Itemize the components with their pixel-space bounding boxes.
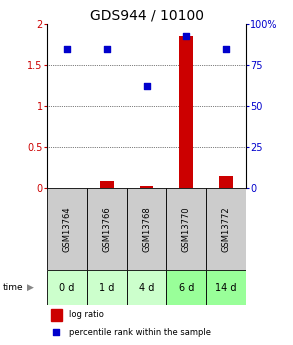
Text: log ratio: log ratio: [69, 310, 104, 319]
Bar: [219, 176, 233, 188]
Text: ▶: ▶: [27, 283, 34, 292]
Point: [54, 329, 59, 335]
Bar: [206, 270, 246, 305]
Bar: [47, 270, 87, 305]
Bar: [51, 309, 62, 321]
Text: 4 d: 4 d: [139, 283, 154, 293]
Text: GSM13768: GSM13768: [142, 206, 151, 252]
Bar: [166, 270, 206, 305]
Text: GSM13770: GSM13770: [182, 206, 191, 252]
Text: 6 d: 6 d: [179, 283, 194, 293]
Bar: [87, 188, 127, 270]
Text: 14 d: 14 d: [215, 283, 237, 293]
Point: [224, 46, 229, 51]
Bar: [127, 188, 166, 270]
Text: 0 d: 0 d: [59, 283, 74, 293]
Bar: [127, 270, 166, 305]
Point: [184, 33, 189, 38]
Text: percentile rank within the sample: percentile rank within the sample: [69, 328, 211, 337]
Bar: [87, 270, 127, 305]
Title: GDS944 / 10100: GDS944 / 10100: [89, 9, 204, 23]
Bar: [206, 188, 246, 270]
Text: GSM13772: GSM13772: [222, 206, 231, 252]
Bar: [139, 186, 154, 188]
Text: time: time: [3, 283, 23, 292]
Point: [104, 46, 109, 51]
Bar: [100, 181, 114, 188]
Bar: [166, 188, 206, 270]
Point: [64, 46, 69, 51]
Bar: [179, 37, 193, 188]
Bar: [47, 188, 87, 270]
Point: [144, 83, 149, 89]
Text: 1 d: 1 d: [99, 283, 114, 293]
Text: GSM13764: GSM13764: [62, 206, 71, 252]
Text: GSM13766: GSM13766: [102, 206, 111, 252]
